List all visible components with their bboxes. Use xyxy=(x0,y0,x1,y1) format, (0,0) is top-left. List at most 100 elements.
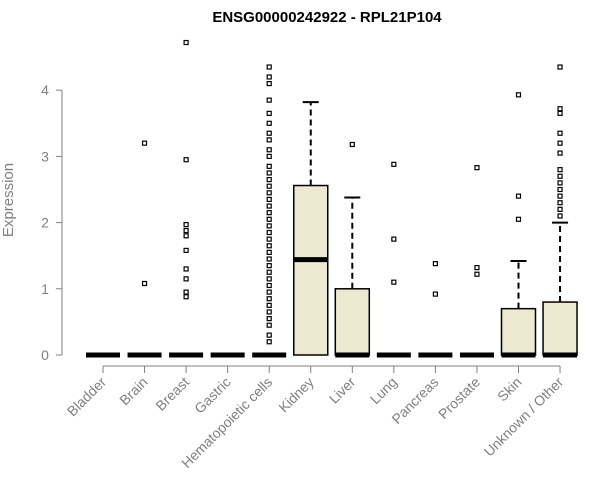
outlier-point xyxy=(474,265,480,271)
outlier-point xyxy=(557,200,563,206)
outlier-point xyxy=(266,322,272,328)
outlier-point xyxy=(266,64,272,70)
outlier-point xyxy=(557,186,563,193)
outlier-point xyxy=(266,302,272,308)
outlier-point xyxy=(349,141,355,148)
y-tick-label: 1 xyxy=(41,281,49,297)
outlier-point xyxy=(266,223,272,229)
x-tick-label: Liver xyxy=(326,374,359,407)
box-body xyxy=(334,288,371,356)
outlier-point xyxy=(266,74,272,80)
outlier-point xyxy=(557,64,563,70)
outlier-point xyxy=(183,39,189,46)
outlier-point xyxy=(266,196,272,203)
outlier-point xyxy=(266,203,272,209)
outlier-point xyxy=(557,173,563,179)
box-unknown-other xyxy=(542,64,578,358)
outlier-point xyxy=(557,180,563,186)
outlier-point xyxy=(557,140,563,146)
box-series xyxy=(86,39,578,358)
box-kidney xyxy=(293,101,329,356)
x-tick-label: Unknown / Other xyxy=(481,374,567,460)
outlier-point xyxy=(391,236,397,242)
outlier-point xyxy=(266,229,272,236)
outlier-point xyxy=(183,157,189,163)
x-tick-label: Skin xyxy=(494,374,525,405)
outlier-point xyxy=(266,315,272,322)
outlier-point xyxy=(432,261,438,267)
outlier-point xyxy=(266,176,272,183)
outlier-point xyxy=(557,110,563,116)
outlier-point xyxy=(266,249,272,255)
outlier-point xyxy=(141,140,148,146)
outlier-point xyxy=(474,271,480,277)
outlier-point xyxy=(183,276,189,282)
outlier-point xyxy=(557,130,563,136)
box-liver xyxy=(334,141,371,358)
outlier-point xyxy=(141,280,148,287)
outlier-point xyxy=(266,80,272,87)
outlier-point xyxy=(183,233,189,239)
outlier-point xyxy=(266,170,272,176)
outlier-point xyxy=(515,193,522,199)
outlier-point xyxy=(266,120,272,126)
outlier-point xyxy=(266,263,272,269)
x-tick-label: Kidney xyxy=(275,374,317,416)
outlier-point xyxy=(183,289,189,295)
outlier-point xyxy=(266,339,272,345)
box-body xyxy=(293,184,329,356)
outlier-point xyxy=(391,279,397,285)
outlier-point xyxy=(266,276,272,282)
outlier-point xyxy=(515,216,522,222)
outlier-point xyxy=(266,296,272,302)
outlier-point xyxy=(266,97,272,103)
outlier-point xyxy=(266,269,272,275)
outlier-point xyxy=(557,106,563,112)
y-tick-label: 2 xyxy=(41,215,49,231)
outlier-point xyxy=(266,163,272,169)
outlier-point xyxy=(266,137,272,143)
outlier-point xyxy=(183,221,189,228)
box-pancreas xyxy=(418,261,453,358)
y-tick-label: 4 xyxy=(41,82,49,98)
outlier-point xyxy=(266,236,272,242)
y-tick-label: 3 xyxy=(41,148,49,164)
outlier-point xyxy=(266,332,272,338)
outlier-point xyxy=(183,227,189,234)
outlier-point xyxy=(266,183,272,189)
x-tick-label: Bladder xyxy=(64,374,110,420)
x-tick-label: Prostate xyxy=(435,374,483,422)
outlier-point xyxy=(557,213,563,219)
outlier-point xyxy=(266,282,272,289)
box-skin xyxy=(500,92,537,358)
outlier-point xyxy=(391,161,397,167)
y-axis: 0 1 2 3 4 xyxy=(41,82,63,363)
x-tick-label: Breast xyxy=(152,374,192,414)
outlier-point xyxy=(266,210,272,216)
outlier-point xyxy=(266,190,272,196)
box-prostate xyxy=(459,165,494,358)
outlier-point xyxy=(515,92,522,98)
outlier-point xyxy=(557,193,563,199)
outlier-point xyxy=(557,150,563,156)
x-tick-label: Lung xyxy=(367,374,400,407)
outlier-point xyxy=(266,256,272,262)
box-brain xyxy=(127,140,162,358)
box-lung xyxy=(376,161,411,358)
outlier-point xyxy=(266,153,272,159)
y-tick-label: 0 xyxy=(41,347,49,363)
outlier-point xyxy=(266,309,272,315)
outlier-point xyxy=(266,243,272,249)
box-body xyxy=(542,301,578,356)
outlier-point xyxy=(183,294,189,300)
box-breast xyxy=(169,39,204,358)
outlier-point xyxy=(557,206,563,212)
outlier-point xyxy=(557,167,563,173)
x-tick-label: Brain xyxy=(116,374,150,408)
outlier-point xyxy=(183,247,189,254)
box-hematopoietic-cells xyxy=(252,64,287,358)
outlier-point xyxy=(266,110,272,116)
outlier-point xyxy=(474,165,480,171)
